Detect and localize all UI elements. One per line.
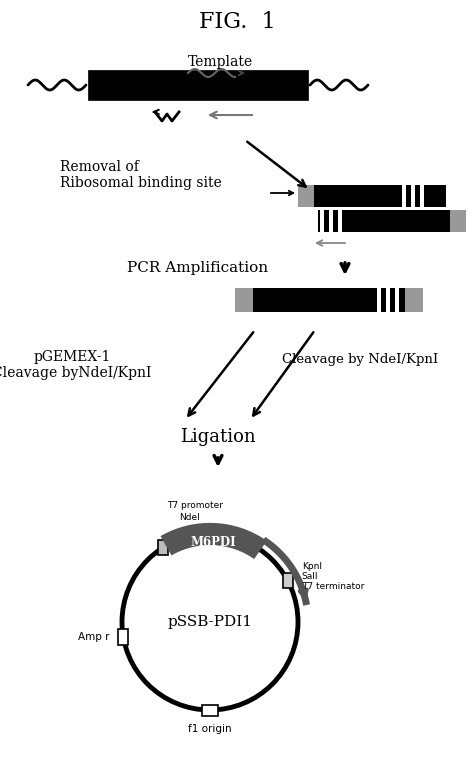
Bar	[320, 210, 324, 232]
Bar	[298, 185, 314, 207]
Bar	[338, 210, 342, 232]
Bar	[118, 629, 128, 645]
Bar	[202, 705, 218, 715]
Text: Cleavage by NdeI/KpnI: Cleavage by NdeI/KpnI	[282, 354, 438, 367]
Text: M6PDI: M6PDI	[190, 536, 236, 549]
Bar	[318, 210, 450, 232]
Text: SalI: SalI	[301, 572, 318, 581]
Bar	[283, 573, 293, 588]
Text: FIG.  1: FIG. 1	[199, 11, 275, 33]
Bar	[395, 288, 399, 312]
Text: KpnI: KpnI	[301, 562, 322, 572]
Bar	[329, 210, 333, 232]
Text: T7 terminator: T7 terminator	[301, 582, 364, 591]
Bar	[450, 210, 466, 232]
Text: NdeI: NdeI	[180, 513, 201, 522]
Text: Removal of
Ribosomal binding site: Removal of Ribosomal binding site	[60, 160, 222, 190]
Bar	[405, 288, 423, 312]
Bar	[314, 185, 446, 207]
Bar	[420, 185, 424, 207]
Bar	[402, 185, 406, 207]
Text: Ligation: Ligation	[180, 428, 256, 446]
Text: pSSB-PDI1: pSSB-PDI1	[167, 615, 253, 629]
Bar	[386, 288, 390, 312]
Bar	[88, 70, 308, 100]
Text: T7 promoter: T7 promoter	[167, 501, 223, 510]
Bar	[235, 288, 253, 312]
Text: pGEMEX-1
Cleavage byNdeI/KpnI: pGEMEX-1 Cleavage byNdeI/KpnI	[0, 350, 152, 380]
Bar	[253, 288, 405, 312]
Text: PCR Amplification: PCR Amplification	[128, 261, 269, 275]
Bar	[158, 540, 168, 555]
Bar	[377, 288, 381, 312]
Text: Amp r: Amp r	[78, 632, 109, 642]
Text: f1 origin: f1 origin	[188, 724, 232, 734]
Text: Template: Template	[187, 55, 253, 69]
Bar	[411, 185, 415, 207]
